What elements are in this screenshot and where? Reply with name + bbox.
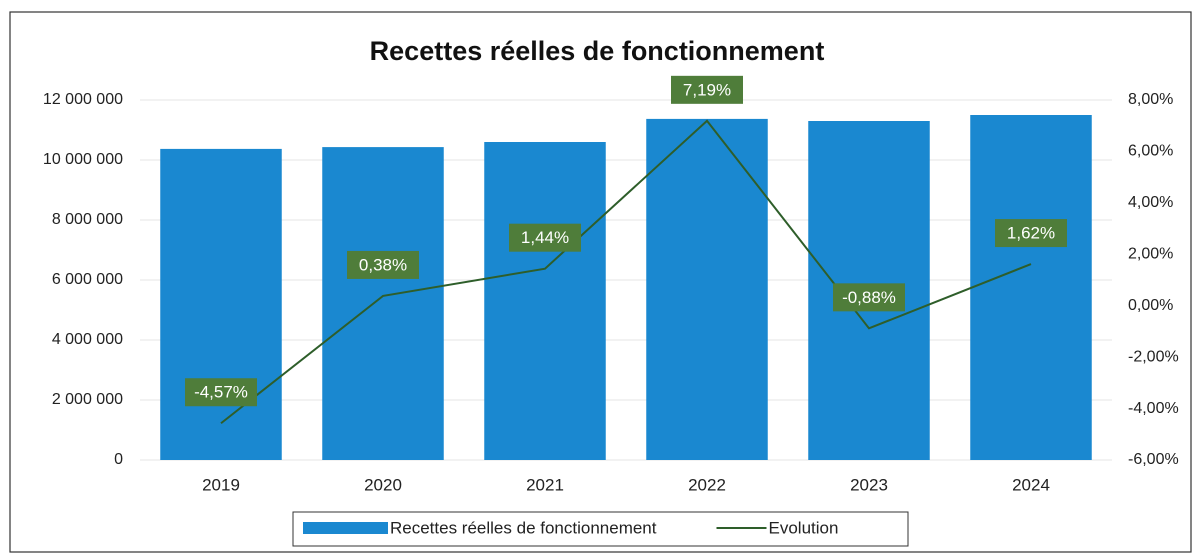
y-tick-label: 4 000 000 bbox=[52, 331, 123, 348]
line bbox=[220, 119, 1032, 425]
x-tick-label: 2023 bbox=[850, 475, 888, 494]
bar bbox=[484, 142, 606, 460]
x-tick-label: 2021 bbox=[526, 475, 564, 494]
data-label-box bbox=[185, 378, 257, 407]
y2-tick-label: 4,00% bbox=[1128, 194, 1173, 211]
data-label: 7,19% bbox=[683, 80, 731, 99]
legend-label: Evolution bbox=[769, 518, 839, 537]
data-label-box bbox=[347, 250, 419, 279]
y-tick-label: 6 000 000 bbox=[52, 271, 123, 288]
y2-tick-label: 0,00% bbox=[1128, 297, 1173, 314]
data-label: 1,44% bbox=[521, 228, 569, 247]
data-label: 1,62% bbox=[1007, 224, 1055, 243]
data-label: 0,38% bbox=[359, 255, 407, 274]
y-tick-label: 2 000 000 bbox=[52, 391, 123, 408]
y2-tick-label: -2,00% bbox=[1128, 348, 1179, 365]
bar bbox=[160, 148, 282, 460]
bar bbox=[646, 118, 768, 461]
data-label-box bbox=[995, 219, 1067, 248]
legend-box bbox=[292, 511, 909, 547]
x-tick-label: 2019 bbox=[202, 475, 240, 494]
data-label: -4,57% bbox=[194, 383, 248, 402]
legend-label: Recettes réelles de fonctionnement bbox=[390, 518, 657, 537]
y2-tick-label: 6,00% bbox=[1128, 143, 1173, 160]
bar bbox=[970, 115, 1092, 460]
chart-title: Recettes réelles de fonctionnement bbox=[370, 36, 825, 66]
data-label-box bbox=[671, 75, 743, 104]
y2-tick-label: 8,00% bbox=[1128, 91, 1173, 108]
data-label-box bbox=[509, 223, 581, 252]
x-tick-label: 2022 bbox=[688, 475, 726, 494]
y-tick-label: 12 000 000 bbox=[43, 91, 123, 108]
legend-swatch bbox=[303, 522, 388, 534]
bar bbox=[322, 147, 444, 460]
data-label-box bbox=[833, 283, 905, 312]
y-tick-label: 0 bbox=[114, 451, 123, 468]
y-tick-label: 10 000 000 bbox=[43, 151, 123, 168]
y2-tick-label: 2,00% bbox=[1128, 246, 1173, 263]
x-tick-label: 2024 bbox=[1012, 475, 1050, 494]
data-label: -0,88% bbox=[842, 288, 896, 307]
y2-tick-label: -4,00% bbox=[1128, 400, 1179, 417]
x-tick-label: 2020 bbox=[364, 475, 402, 494]
y-tick-label: 8 000 000 bbox=[52, 211, 123, 228]
y2-tick-label: -6,00% bbox=[1128, 451, 1179, 468]
